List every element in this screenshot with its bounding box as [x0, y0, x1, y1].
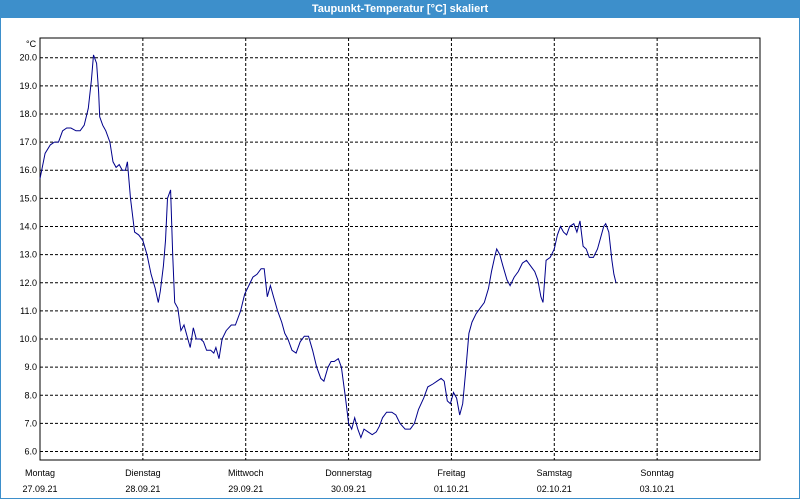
x-tick-day-label: Dienstag: [125, 468, 161, 478]
x-tick-day-label: Donnerstag: [325, 468, 372, 478]
y-axis-unit-label: °C: [26, 39, 37, 49]
y-tick-label: 18.0: [19, 109, 37, 119]
x-tick-date-label: 30.09.21: [331, 484, 366, 494]
x-tick-date-label: 02.10.21: [537, 484, 572, 494]
x-tick-day-label: Samstag: [537, 468, 573, 478]
x-tick-day-label: Mittwoch: [228, 468, 264, 478]
y-tick-label: 11.0: [20, 306, 37, 316]
y-tick-label: 6.0: [24, 447, 37, 457]
x-tick-date-label: 29.09.21: [228, 484, 263, 494]
x-tick-date-label: 01.10.21: [434, 484, 469, 494]
y-tick-label: 20.0: [19, 53, 37, 63]
plot-area-border: [39, 37, 761, 461]
x-axis: Montag 27.09.21 Dienstag 28.09.21 Mittwoch 29…: [22, 468, 674, 494]
x-tick-day-label: Sonntag: [640, 468, 674, 478]
y-tick-label: 15.0: [19, 193, 37, 203]
y-tick-label: 10.0: [19, 334, 37, 344]
x-tick-date-label: 28.09.21: [125, 484, 160, 494]
y-tick-label: 9.0: [24, 362, 37, 372]
y-tick-label: 19.0: [19, 81, 37, 91]
y-tick-label: 16.0: [19, 165, 37, 175]
y-tick-label: 14.0: [19, 221, 37, 231]
x-tick-day-label: Freitag: [437, 468, 465, 478]
y-tick-label: 13.0: [19, 250, 37, 260]
y-tick-label: 17.0: [19, 137, 37, 147]
y-tick-label: 12.0: [19, 278, 37, 288]
x-tick-date-label: 27.09.21: [22, 484, 57, 494]
grid-lines: [40, 38, 760, 460]
x-tick-day-label: Montag: [25, 468, 55, 478]
series-line: [39, 54, 617, 439]
x-tick-date-label: 03.10.21: [640, 484, 675, 494]
y-tick-label: 7.0: [24, 418, 37, 428]
chart-title: Taupunkt-Temperatur [°C] skaliert: [0, 0, 800, 18]
y-axis: 20.0 19.0 18.0 17.0 16.0 15.0 14.0 13.0 12.0 11.0…: [19, 53, 37, 457]
y-tick-label: 8.0: [24, 390, 37, 400]
